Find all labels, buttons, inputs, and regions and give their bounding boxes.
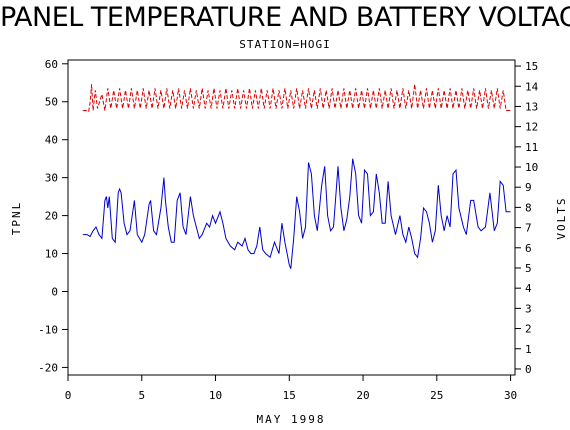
- y-right-axis-label: VOLTS: [555, 196, 568, 239]
- y-right-tick-label: 15: [525, 60, 538, 73]
- y-right-tick-label: 4: [525, 282, 532, 295]
- x-axis-label: MAY 1998: [257, 413, 326, 426]
- y-right-tick-label: 13: [525, 100, 538, 113]
- y-right-tick-label: 9: [525, 181, 532, 194]
- y-right-tick-label: 14: [525, 80, 539, 93]
- tpnl-series-line: [82, 158, 511, 269]
- y-right-tick-label: 8: [525, 201, 532, 214]
- y-left-ticks: -20 -10 0 10 20 30 40 50 60: [38, 58, 68, 374]
- y-left-tick-label: -10: [38, 323, 58, 336]
- y-right-tick-label: 7: [525, 222, 532, 235]
- y-left-tick-label: 10: [45, 248, 58, 261]
- y-right-tick-label: 10: [525, 161, 538, 174]
- y-right-tick-label: 2: [525, 323, 532, 336]
- series-layer: [82, 84, 511, 269]
- y-left-tick-label: 0: [51, 286, 58, 299]
- y-left-tick-label: 50: [45, 96, 58, 109]
- chart-title: PANEL TEMPERATURE AND BATTERY VOLTAGE: [0, 2, 570, 33]
- y-right-tick-label: 0: [525, 363, 532, 376]
- y-left-axis-label: TPNL: [10, 201, 23, 236]
- chart-subtitle: STATION=HOGI: [239, 38, 331, 51]
- y-left-tick-label: 60: [45, 58, 58, 71]
- y-right-tick-label: 12: [525, 121, 538, 134]
- x-ticks: 0 5 10 15 20 25 30: [65, 375, 517, 402]
- y-right-tick-label: 11: [525, 141, 538, 154]
- x-tick-label: 30: [504, 389, 517, 402]
- y-right-tick-label: 5: [525, 262, 532, 275]
- x-tick-label: 5: [138, 389, 145, 402]
- x-tick-label: 10: [209, 389, 222, 402]
- y-right-tick-label: 3: [525, 302, 532, 315]
- plot-frame: [67, 59, 516, 376]
- x-tick-label: 25: [430, 389, 443, 402]
- y-right-tick-label: 6: [525, 242, 532, 255]
- x-tick-label: 20: [356, 389, 369, 402]
- y-left-tick-label: -20: [38, 361, 58, 374]
- y-left-tick-label: 30: [45, 172, 58, 185]
- y-left-tick-label: 40: [45, 134, 58, 147]
- x-tick-label: 15: [283, 389, 296, 402]
- x-tick-label: 0: [65, 389, 72, 402]
- volts-series-line: [82, 84, 511, 113]
- y-left-tick-label: 20: [45, 210, 58, 223]
- y-right-tick-label: 1: [525, 343, 532, 356]
